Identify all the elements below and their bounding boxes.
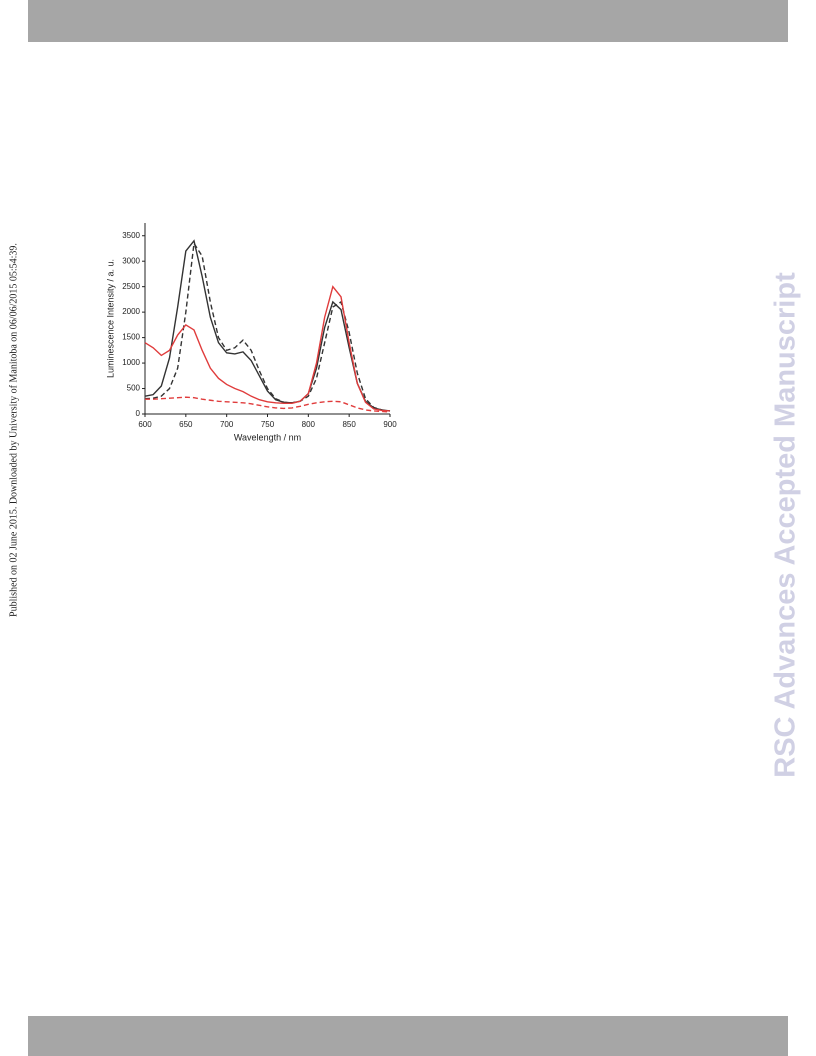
y-tick-label: 2000 [122, 307, 140, 316]
line-series [144, 241, 391, 412]
x-tick-label: 900 [383, 420, 397, 429]
y-tick-label: 3500 [122, 231, 140, 240]
header-bar [28, 0, 788, 42]
y-axis-label: Luminescence Intensity / a. u. [105, 259, 115, 378]
line-series [144, 239, 391, 412]
x-tick-label: 650 [179, 420, 193, 429]
footer-bar [28, 1016, 788, 1056]
x-tick-label: 800 [302, 420, 316, 429]
x-tick-label: 600 [138, 420, 152, 429]
y-tick-label: 0 [136, 409, 141, 418]
x-axis-label: Wavelength / nm [234, 432, 301, 442]
y-tick-label: 2500 [122, 282, 140, 291]
x-tick-label: 750 [261, 420, 275, 429]
line-series [145, 396, 391, 413]
line-series [144, 285, 391, 412]
y-tick-label: 500 [127, 384, 141, 393]
x-tick-label: 700 [220, 420, 234, 429]
y-tick-label: 3000 [122, 256, 140, 265]
y-tick-label: 1500 [122, 333, 140, 342]
y-tick-label: 1000 [122, 358, 140, 367]
x-tick-label: 850 [342, 420, 356, 429]
